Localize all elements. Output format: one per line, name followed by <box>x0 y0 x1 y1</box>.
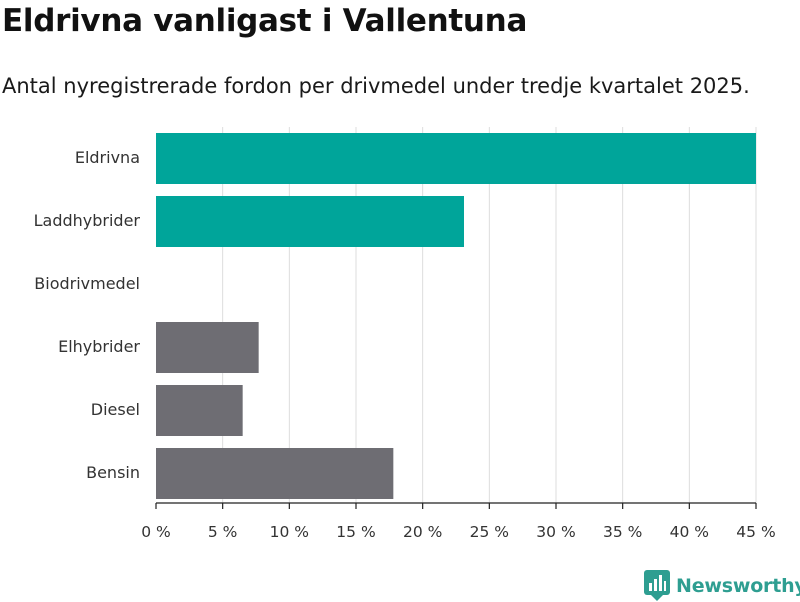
x-tick-label: 40 % <box>670 523 709 541</box>
category-label: Bensin <box>86 463 140 482</box>
x-tick-label: 30 % <box>536 523 575 541</box>
x-tick-label: 10 % <box>270 523 309 541</box>
category-label: Diesel <box>91 400 140 419</box>
x-tick-label: 0 % <box>141 523 171 541</box>
x-tick-label: 20 % <box>403 523 442 541</box>
category-label: Biodrivmedel <box>34 274 140 293</box>
bar <box>156 133 756 184</box>
bar <box>156 385 243 436</box>
chart-subtitle: Antal nyregistrerade fordon per drivmede… <box>2 74 750 98</box>
category-label: Laddhybrider <box>34 211 141 230</box>
x-tick-label: 25 % <box>470 523 509 541</box>
category-label: Eldrivna <box>75 148 140 167</box>
x-tick-label: 5 % <box>208 523 238 541</box>
x-tick-label: 45 % <box>736 523 775 541</box>
x-tick-label: 15 % <box>336 523 375 541</box>
chart-title: Eldrivna vanligast i Vallentuna <box>2 3 528 39</box>
bar <box>156 322 259 373</box>
brand-logo: Newsworthy <box>644 570 800 602</box>
newsworthy-chart-icon <box>644 570 670 601</box>
x-tick-label: 35 % <box>603 523 642 541</box>
bar <box>156 448 394 499</box>
bar <box>156 196 464 247</box>
category-label: Elhybrider <box>58 337 140 356</box>
brand-name: Newsworthy <box>676 575 800 597</box>
